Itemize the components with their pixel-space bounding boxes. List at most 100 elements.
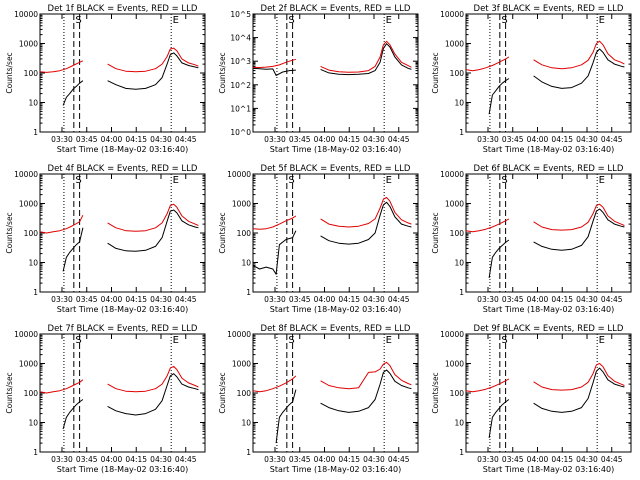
y-tick-label: 10: [28, 419, 38, 428]
y-tick-label: 10: [241, 259, 251, 268]
plot-frame: [39, 173, 206, 293]
x-tick-label: 04:30: [576, 135, 598, 144]
y-tick-label: 100: [450, 69, 465, 78]
x-axis-label: Start Time (18-May-02 03:16:40): [57, 465, 188, 474]
x-tick-label: 04:15: [551, 295, 573, 304]
series-events-segment-1: [275, 389, 297, 444]
y-axis-label: Counts/sec: [431, 52, 440, 93]
series-events-segment-1: [488, 78, 510, 115]
y-tick-label: 10^4: [230, 34, 251, 43]
marker-label: S: [75, 335, 81, 346]
plot-frame: [39, 333, 206, 453]
x-tick-label: 04:00: [314, 455, 336, 464]
series-events-segment-2: [533, 367, 625, 413]
x-axis-label: Start Time (18-May-02 03:16:40): [483, 145, 614, 154]
y-tick-label: 10000: [440, 10, 464, 19]
y-axis-label: Counts/sec: [431, 372, 440, 413]
x-tick-label: 03:45: [76, 135, 98, 144]
y-tick-label: 10: [28, 259, 38, 268]
marker-label: E: [386, 335, 392, 346]
y-axis-label: Counts/sec: [5, 212, 14, 253]
y-tick-label: 10: [454, 419, 464, 428]
x-tick-label: 04:15: [125, 295, 147, 304]
x-axis-label: Start Time (18-May-02 03:16:40): [270, 465, 401, 474]
panel-title: Det 6f BLACK = Events, RED = LLD: [474, 164, 624, 174]
panel-det-8f: Det 8f BLACK = Events, RED = LLD 1 10 100 10…: [218, 324, 419, 474]
y-tick-label: 10: [241, 419, 251, 428]
x-axis-label: Start Time (18-May-02 03:16:40): [57, 145, 188, 154]
x-tick-label: 04:00: [101, 135, 123, 144]
panel-det-4f: Det 4f BLACK = Events, RED = LLD 1 10 100 10…: [5, 164, 206, 314]
y-tick-label: 100: [24, 389, 39, 398]
y-tick-label: 10: [454, 99, 464, 108]
panel-det-7f: Det 7f BLACK = Events, RED = LLD 1 10 100 10…: [5, 324, 206, 474]
series-lld-segment-2: [107, 203, 199, 232]
series-events-segment-1: [252, 67, 296, 76]
y-tick-label: 1000: [19, 200, 38, 209]
x-tick-label: 03:45: [502, 295, 524, 304]
y-tick-label: 100: [237, 229, 252, 238]
series-lld-segment-1: [252, 375, 297, 393]
series-events-segment-2: [107, 209, 199, 252]
x-tick-label: 04:45: [175, 135, 197, 144]
plot-frame: [252, 13, 419, 133]
marker-label: E: [173, 175, 179, 186]
series-lld-segment-1: [252, 58, 297, 68]
panel-det-5f: Det 5f BLACK = Events, RED = LLD 1 10 100 10…: [218, 164, 419, 314]
x-tick-label: 04:15: [125, 455, 147, 464]
y-tick-label: 1: [33, 128, 38, 137]
marker-label: S: [501, 175, 507, 186]
series-events-segment-1: [62, 399, 84, 430]
y-tick-label: 10^0: [230, 128, 251, 137]
y-tick-label: 100: [450, 389, 465, 398]
panel-title: Det 3f BLACK = Events, RED = LLD: [474, 4, 624, 14]
y-axis-label: Counts/sec: [218, 372, 227, 413]
x-tick-label: 04:30: [150, 295, 172, 304]
plot-frame: [39, 13, 206, 133]
marker-label: S: [501, 15, 507, 26]
x-tick-label: 04:45: [388, 455, 410, 464]
series-events-segment-2: [320, 369, 412, 413]
y-tick-label: 1000: [232, 200, 251, 209]
x-tick-label: 03:30: [477, 455, 499, 464]
x-tick-label: 04:30: [150, 135, 172, 144]
y-tick-label: 10^2: [230, 81, 251, 90]
y-tick-label: 1: [459, 448, 464, 457]
x-tick-label: 03:30: [264, 455, 286, 464]
y-tick-label: 10000: [440, 330, 464, 339]
series-events-segment-1: [488, 399, 510, 438]
marker-label: E: [599, 175, 605, 186]
y-axis-label: Counts/sec: [5, 52, 14, 93]
marker-label: S: [75, 15, 81, 26]
y-tick-label: 100: [24, 69, 39, 78]
y-tick-label: 100: [24, 229, 39, 238]
series-events-segment-2: [320, 43, 412, 76]
panel-title: Det 4f BLACK = Events, RED = LLD: [48, 164, 198, 174]
x-axis-label: Start Time (18-May-02 03:16:40): [483, 305, 614, 314]
series-lld-segment-1: [465, 56, 510, 72]
series-events-segment-2: [533, 208, 625, 251]
series-lld-segment-2: [320, 361, 412, 390]
x-tick-label: 04:45: [601, 135, 623, 144]
x-tick-label: 04:30: [576, 455, 598, 464]
x-tick-label: 03:45: [289, 295, 311, 304]
y-tick-label: 10000: [227, 170, 251, 179]
x-tick-label: 03:45: [289, 455, 311, 464]
marker-label: S: [288, 15, 294, 26]
marker-label: E: [386, 15, 392, 26]
x-axis-label: Start Time (18-May-02 03:16:40): [57, 305, 188, 314]
y-axis-label: Counts/sec: [431, 212, 440, 253]
y-tick-label: 1: [459, 128, 464, 137]
y-tick-label: 10^5: [230, 10, 251, 19]
x-tick-label: 04:45: [175, 455, 197, 464]
y-tick-label: 10000: [227, 330, 251, 339]
plot-frame: [465, 173, 632, 293]
y-tick-label: 10^1: [230, 104, 251, 113]
series-lld-segment-1: [465, 378, 510, 393]
panel-det-1f: Det 1f BLACK = Events, RED = LLD 1 10 100 10…: [5, 4, 206, 154]
panel-title: Det 2f BLACK = Events, RED = LLD: [261, 4, 411, 14]
panel-det-2f: Det 2f BLACK = Events, RED = LLD 10^0 10^1…: [218, 4, 419, 154]
series-lld-segment-2: [107, 47, 199, 73]
marker-label: E: [386, 175, 392, 186]
